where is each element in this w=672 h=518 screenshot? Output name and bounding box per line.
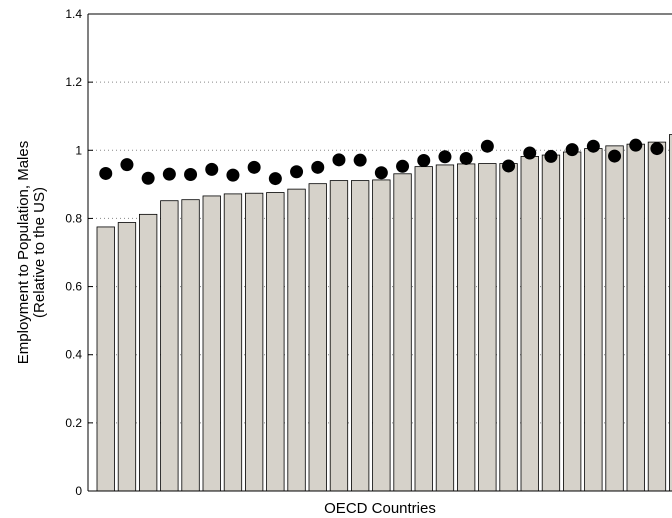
- y-tick-label: 0.4: [65, 348, 82, 362]
- bar: [181, 199, 200, 492]
- bar: [202, 195, 221, 492]
- data-point: [544, 149, 558, 163]
- data-point: [629, 138, 643, 152]
- bar: [308, 183, 327, 492]
- bar: [626, 143, 645, 492]
- data-point: [99, 166, 113, 180]
- y-tick-label: 1.2: [65, 75, 82, 89]
- x-axis-label: OECD Countries: [324, 500, 436, 517]
- bar: [541, 154, 561, 492]
- data-point: [311, 160, 325, 174]
- y-axis-label: Employment to Population, Males (Relative…: [15, 141, 48, 364]
- bar: [266, 192, 285, 492]
- y-tick-label: 0.2: [65, 416, 82, 430]
- bar: [647, 141, 667, 492]
- bar: [372, 179, 391, 492]
- bar: [456, 163, 476, 492]
- data-point: [205, 162, 219, 176]
- bar: [287, 188, 306, 492]
- y-tick-label: 1: [75, 143, 82, 157]
- data-point: [141, 171, 155, 185]
- data-point: [502, 159, 516, 173]
- data-point: [459, 151, 473, 165]
- y-tick-label: 0: [75, 484, 82, 498]
- y-axis-label-line: (Relative to the US): [31, 187, 48, 318]
- bar: [138, 213, 158, 492]
- data-point: [332, 153, 346, 167]
- bar: [160, 200, 179, 492]
- bar: [499, 163, 518, 492]
- bar: [244, 192, 264, 492]
- data-point: [353, 153, 367, 167]
- data-point: [438, 150, 452, 164]
- bar: [329, 180, 349, 492]
- data-point: [417, 154, 431, 168]
- scatter-series: [99, 138, 664, 186]
- data-point: [650, 142, 664, 156]
- bar: [435, 164, 455, 492]
- data-point: [120, 158, 134, 172]
- data-point: [184, 167, 198, 181]
- y-axis-label-group: Employment to Population, Males (Relative…: [15, 141, 48, 364]
- data-point: [480, 139, 494, 153]
- bar: [393, 173, 412, 492]
- bar: [117, 222, 137, 492]
- data-point: [247, 160, 261, 174]
- data-point: [268, 172, 282, 186]
- bar: [584, 148, 603, 492]
- bar: [520, 156, 539, 492]
- bar: [563, 151, 582, 492]
- bar: [223, 193, 243, 492]
- bar: [96, 226, 115, 492]
- y-tick-labels: 0 0.2 0.4 0.6 0.8 1 1.2 1.4: [65, 7, 82, 498]
- bar: [478, 163, 497, 492]
- data-point: [565, 143, 579, 157]
- bar-series: [96, 134, 672, 492]
- axes: [87, 13, 672, 492]
- data-point: [586, 139, 600, 153]
- data-point: [374, 166, 388, 180]
- bar: [350, 180, 370, 492]
- data-point: [290, 165, 304, 179]
- bar: [669, 134, 672, 492]
- bar: [605, 145, 624, 492]
- data-point: [162, 167, 176, 181]
- data-point: [396, 159, 410, 173]
- y-tick-label: 1.4: [65, 7, 82, 21]
- y-tick-label: 0.6: [65, 280, 82, 294]
- data-point: [523, 146, 537, 160]
- y-axis-label-line: Employment to Population, Males: [15, 141, 32, 364]
- data-point: [608, 149, 622, 163]
- bar: [414, 166, 433, 492]
- y-tick-label: 0.8: [65, 211, 82, 225]
- data-point: [226, 168, 240, 182]
